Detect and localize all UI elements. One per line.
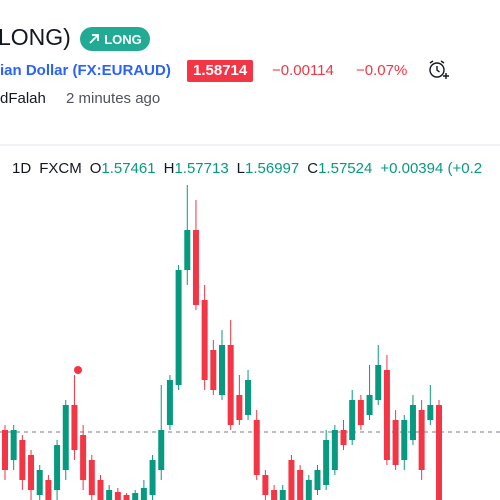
candle-body (184, 230, 191, 270)
candle-body (149, 460, 156, 495)
label: H (163, 160, 175, 177)
candle-body (340, 430, 347, 445)
candle-body (158, 430, 165, 470)
candle-body (436, 405, 442, 500)
candle-body (19, 440, 26, 480)
candle-body (375, 365, 382, 400)
candle-body (80, 435, 87, 480)
author-name[interactable]: dFalah (0, 90, 46, 107)
candle-body (10, 430, 17, 460)
price-change-percent: −0.07% (356, 62, 408, 79)
symbol-link[interactable]: ian Dollar (FX:EURAUD) (0, 62, 171, 79)
candle-body (106, 490, 113, 500)
candle-body (349, 400, 356, 440)
candle-body (427, 405, 434, 420)
value: 1.57461 (101, 160, 156, 177)
legend-high: H1.57713 (164, 160, 229, 177)
value: 1.57524 (318, 160, 373, 177)
candle-body (227, 345, 234, 425)
candle-body (245, 380, 252, 415)
candle-body (210, 350, 217, 390)
candle-body (28, 455, 35, 490)
candle-body (279, 490, 286, 500)
chart-legend: 1D FXCM O1.57461 H1.57713 L1.56997 C1.57… (12, 160, 482, 177)
candle-body (123, 495, 130, 500)
candle-body (97, 480, 104, 500)
candle-body (305, 480, 312, 500)
price-tag: 1.58714 (187, 60, 254, 82)
interval: 1D (12, 160, 32, 177)
candle-body (253, 420, 260, 475)
long-badge[interactable]: LONG (80, 27, 150, 51)
legend-change: +0.00394 (+0.2 (380, 160, 483, 177)
candle-body (392, 420, 399, 465)
candle-body (401, 420, 408, 460)
candle-body (140, 488, 147, 500)
source: FXCM (39, 160, 82, 177)
candle-body (236, 395, 243, 420)
candle-body (45, 480, 52, 500)
candle-body (192, 230, 199, 305)
legend-low: L1.56997 (237, 160, 300, 177)
candle-body (114, 492, 121, 500)
candle-body (297, 470, 304, 500)
candle-body (2, 430, 8, 470)
candle-body (323, 440, 330, 485)
post-time: 2 minutes ago (66, 90, 161, 107)
candle-body (88, 460, 95, 495)
candle-body (262, 475, 269, 495)
candle-body (71, 405, 78, 450)
candle-body (314, 470, 321, 490)
idea-title: LONG) (0, 24, 71, 50)
value: 1.57713 (174, 160, 229, 177)
candle-body (409, 405, 416, 440)
candle-body (418, 410, 425, 470)
candle-body (175, 270, 182, 385)
alert-icon[interactable] (426, 58, 450, 82)
idea-marker (74, 366, 82, 374)
candle-body (36, 470, 43, 495)
candle-body (201, 300, 208, 380)
label: C (307, 160, 319, 177)
legend-open: O1.57461 (90, 160, 156, 177)
candle-body (132, 493, 139, 500)
value: 1.56997 (245, 160, 300, 177)
candle-body (331, 430, 338, 470)
badge-text: LONG (104, 31, 142, 47)
candle-body (219, 345, 225, 395)
candle-body (271, 490, 278, 500)
candle-body (357, 400, 364, 425)
candle-body (62, 405, 69, 470)
candle-body (366, 395, 373, 415)
label: L (236, 160, 246, 177)
price-change: −0.00114 (272, 62, 334, 79)
candle-body (54, 445, 61, 490)
candle-body (166, 380, 173, 425)
candle-body (288, 460, 295, 500)
label: O (89, 160, 102, 177)
arrow-icon (89, 34, 100, 44)
legend-close: C1.57524 (307, 160, 372, 177)
candle-body (383, 370, 390, 460)
